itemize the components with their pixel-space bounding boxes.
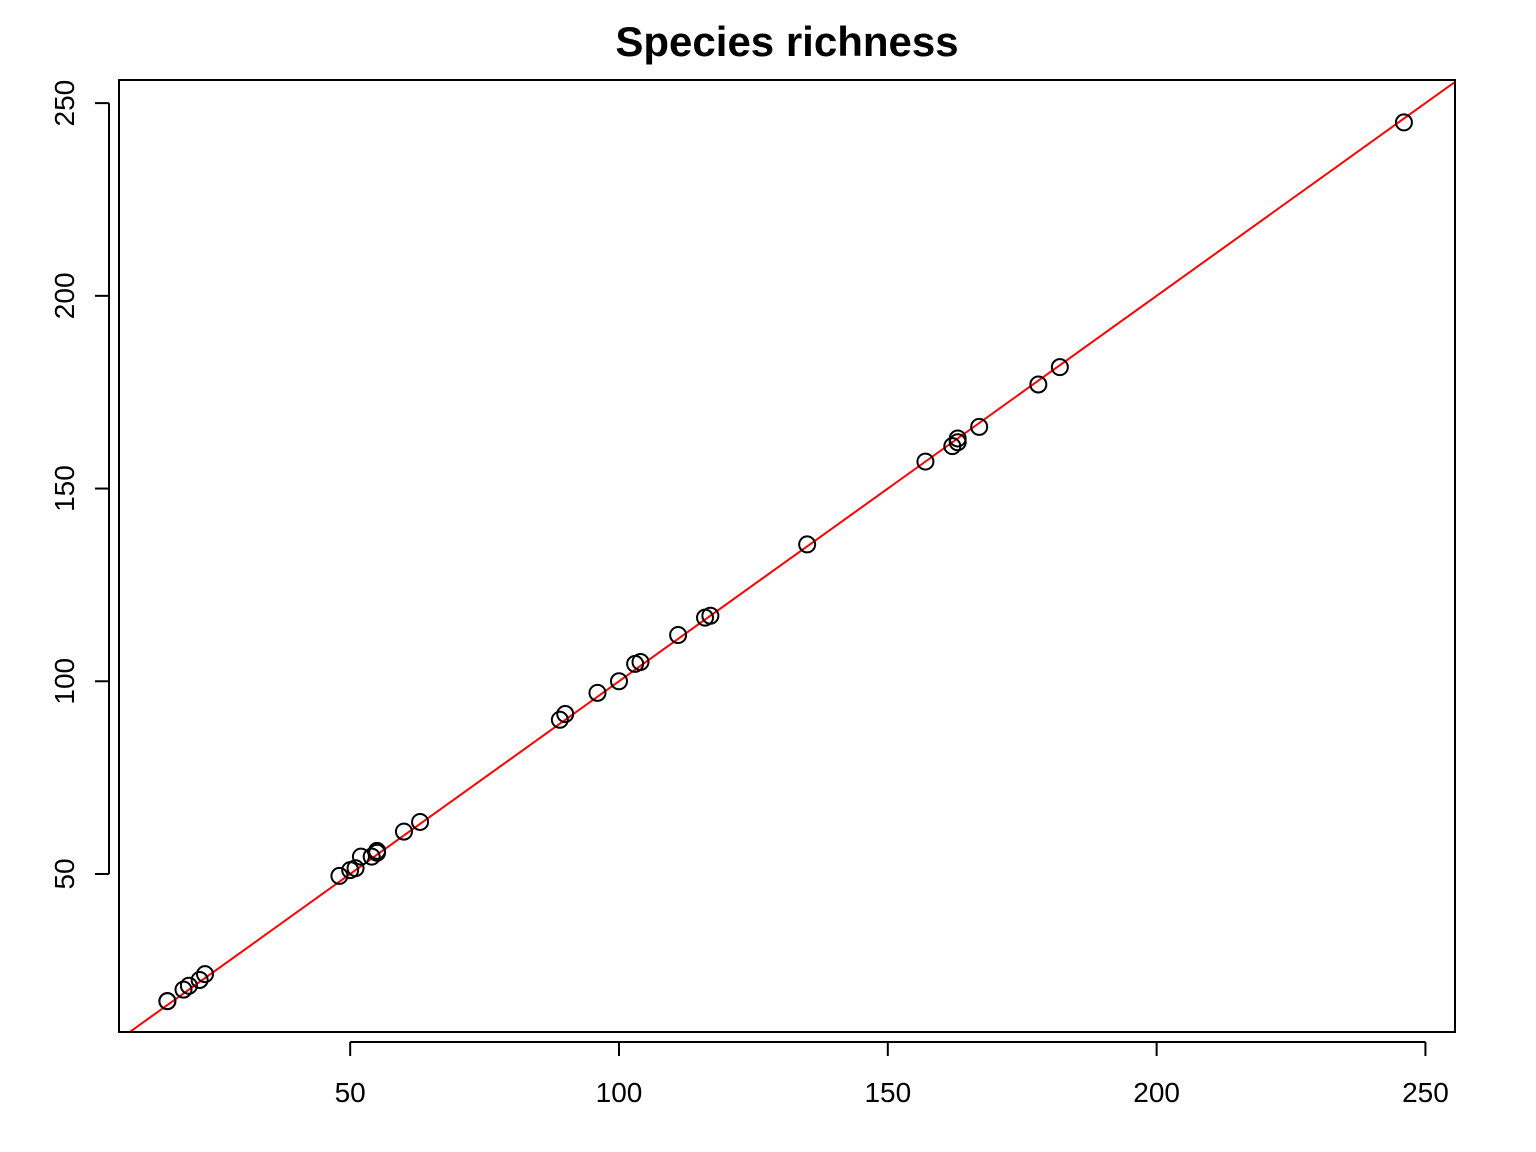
data-point [916,452,935,471]
data-point [330,866,349,885]
data-point [1050,358,1069,377]
data-point [631,652,650,671]
x-tick-label: 50 [335,1077,366,1108]
data-point [368,841,387,860]
data-point [669,626,688,645]
y-tick-label: 100 [49,658,80,705]
x-tick-label: 250 [1402,1077,1449,1108]
x-axis: 50 100 150 200 250 [335,1041,1449,1108]
data-point [556,705,575,724]
data-point [798,535,817,554]
data-point [346,859,365,878]
y-tick-label: 150 [49,465,80,512]
data-point [394,822,413,841]
data-point [1394,113,1413,132]
data-point [158,992,177,1011]
data-point [550,710,569,729]
data-point [411,812,430,831]
plot-frame [118,79,1456,1033]
chart-title: Species richness [615,18,958,65]
x-tick-label: 100 [596,1077,643,1108]
data-point [588,683,607,702]
y-tick-label: 50 [49,858,80,889]
data-point [362,847,381,866]
data-point [174,980,193,999]
y-tick-label: 200 [49,272,80,319]
data-point [179,976,198,995]
data-point [1029,375,1048,394]
y-axis: 50 100 150 200 250 [49,80,110,890]
data-point [609,672,628,691]
data-point [948,429,967,448]
x-tick-label: 200 [1133,1077,1180,1108]
y-tick-label: 250 [49,80,80,127]
data-point [190,970,209,989]
data-point [196,965,215,984]
data-point [701,606,720,625]
x-tick-label: 150 [864,1077,911,1108]
reference-line [128,81,1455,1032]
reference-line-group [128,81,1455,1032]
data-points [158,113,1413,1011]
data-point [970,417,989,436]
